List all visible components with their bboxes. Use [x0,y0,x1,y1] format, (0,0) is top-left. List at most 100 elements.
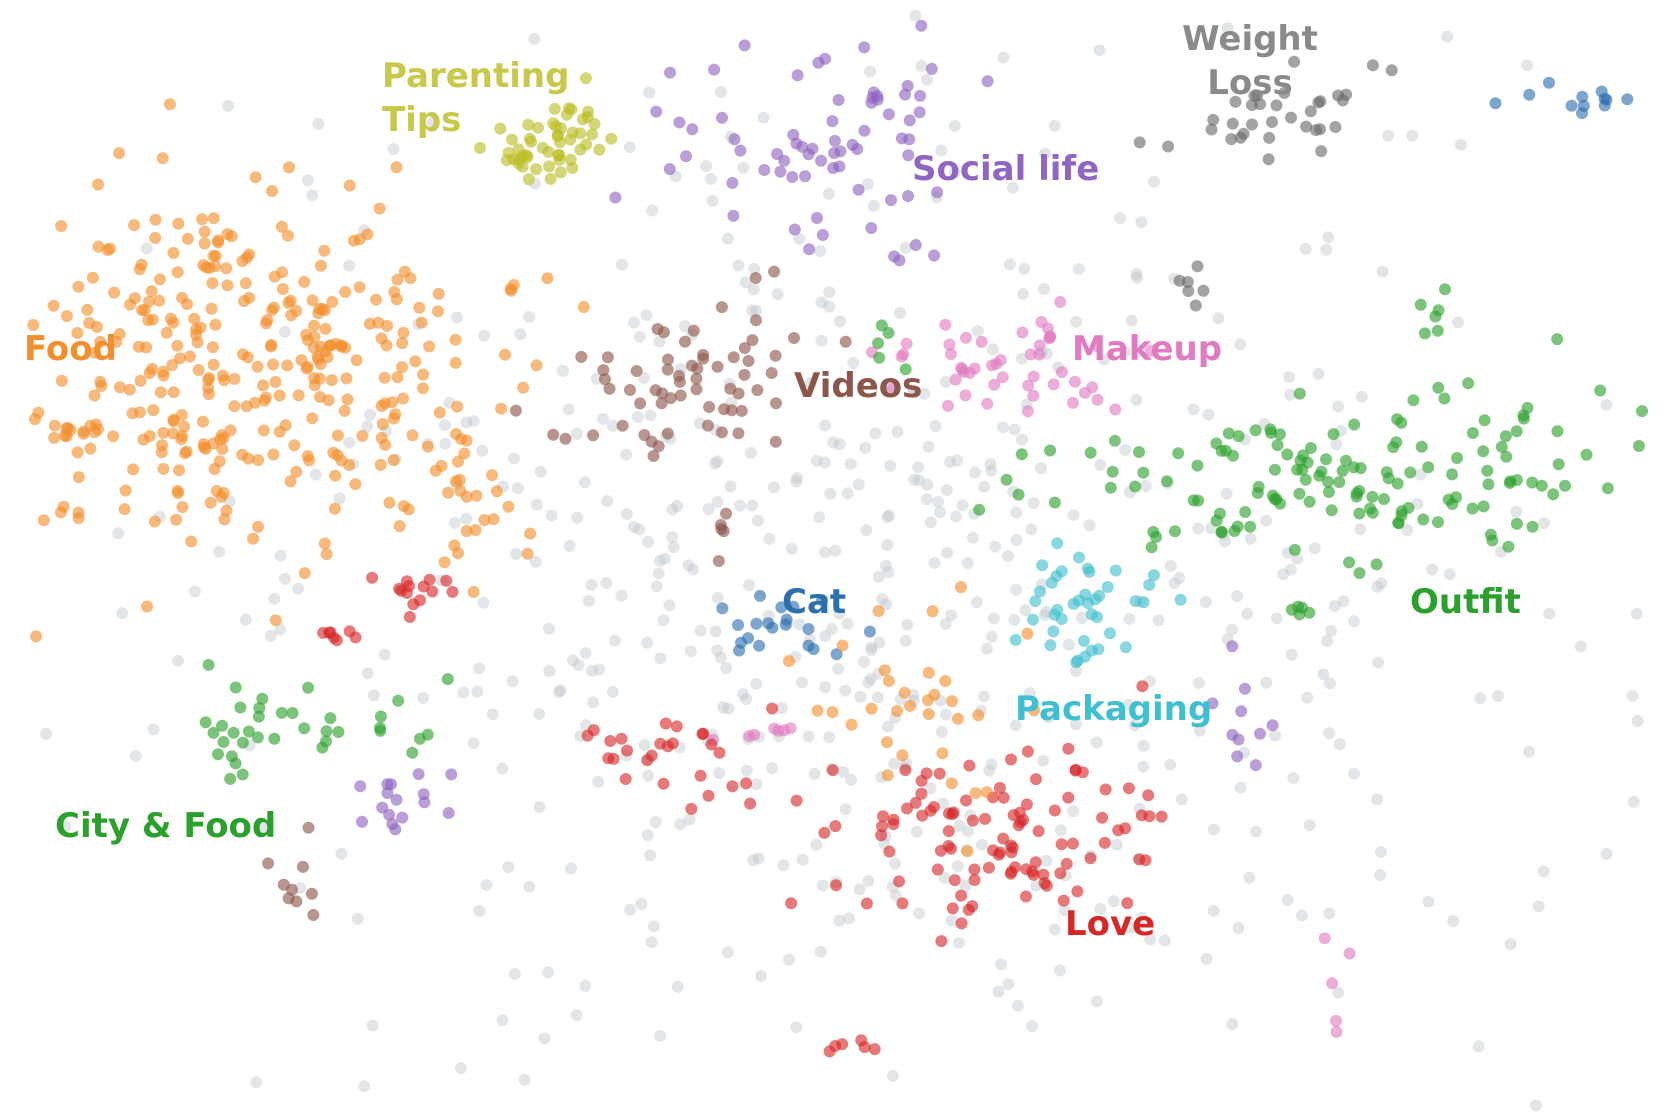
unlabeled-point [910,825,923,838]
love-point [785,897,798,910]
other-13-point [383,808,396,821]
outfit-point [1215,525,1228,538]
social-life-point [885,194,897,207]
unlabeled-point [129,749,142,762]
unlabeled-point [1321,634,1334,647]
cat-point [735,636,747,649]
unlabeled-point [1411,497,1424,510]
unlabeled-point [883,509,896,522]
unlabeled-point [858,655,870,668]
unlabeled-point [274,549,287,562]
love-point [931,863,944,876]
food-point [220,262,233,275]
city-and-food-point [302,681,315,694]
unlabeled-point [530,498,543,511]
food-point [171,266,184,279]
unlabeled-point [1076,612,1089,624]
food-point [160,326,173,339]
outfit-point [1481,464,1494,477]
city-and-food-point [253,702,266,714]
unlabeled-point [826,623,838,635]
unlabeled-point [620,448,633,461]
love-point [955,917,968,930]
unlabeled-point [824,487,837,500]
unlabeled-point [364,408,376,421]
videos-point [649,384,662,397]
unlabeled-point [646,204,659,217]
food-point [321,351,334,364]
unlabeled-point [939,708,952,721]
love-point [1143,810,1156,823]
outfit-point [1633,440,1645,452]
makeup-point [1033,348,1046,361]
love-point [604,735,617,747]
unlabeled-point [940,484,953,496]
social-life-point [858,124,871,137]
outfit-point [1510,517,1523,530]
food-point [393,520,406,533]
unlabeled-point [438,419,451,432]
other-13-point [396,811,409,824]
unlabeled-point [1322,231,1335,244]
love-point [446,585,459,598]
love-point [657,777,670,790]
outfit-point [1535,479,1548,492]
unlabeled-point [643,86,656,99]
unlabeled-point [747,283,760,296]
outfit-point [1343,556,1356,569]
food-point [269,614,282,627]
unlabeled-point [378,648,391,661]
unlabeled-point [1600,398,1613,411]
unlabeled-point [1260,676,1273,689]
food-point [267,358,279,371]
cat-point [753,639,766,652]
unlabeled-point [841,487,854,500]
city-and-food-point [286,707,299,719]
love-point [860,897,873,910]
unlabeled-point [813,511,826,524]
parenting-tips-point [580,138,593,151]
food-point [108,286,121,299]
unlabeled-point [1025,523,1038,536]
unlabeled-point [615,589,628,602]
outfit-point [1015,448,1028,461]
love-point [896,897,909,910]
videos-point [770,397,782,410]
other-12-point [926,605,939,618]
food-point [452,455,464,468]
unlabeled-point [1324,677,1336,690]
makeup-point [1016,326,1029,339]
weight-loss-point [1205,123,1218,136]
unlabeled-point [1090,995,1103,1008]
outfit-point [1106,465,1119,478]
unlabeled-point [467,737,480,750]
packaging-point [1119,641,1132,654]
unlabeled-point [627,520,640,533]
food-point [391,371,404,384]
unlabeled-point [657,614,670,627]
label-food: Food [24,329,117,369]
unlabeled-point [908,473,921,486]
food-point [118,503,131,516]
food-point [113,147,126,160]
unlabeled-point [361,420,374,433]
love-point [1069,764,1082,777]
videos-point [727,351,740,364]
love-point [1066,837,1079,850]
love-point [997,791,1010,804]
outfit-point [1145,541,1158,554]
food-point [517,381,530,394]
food-point [209,318,222,331]
weight-loss-point [1234,131,1247,144]
outfit-point [1391,413,1404,426]
makeup-point [1033,339,1046,352]
food-point [454,484,467,497]
social-life-point [786,171,799,183]
food-point [451,400,464,413]
packaging-point [1077,634,1090,647]
unlabeled-point [865,673,877,686]
cat-point [1621,93,1634,106]
love-point [1096,811,1109,824]
packaging-point [1093,589,1106,602]
unlabeled-point [938,871,951,884]
